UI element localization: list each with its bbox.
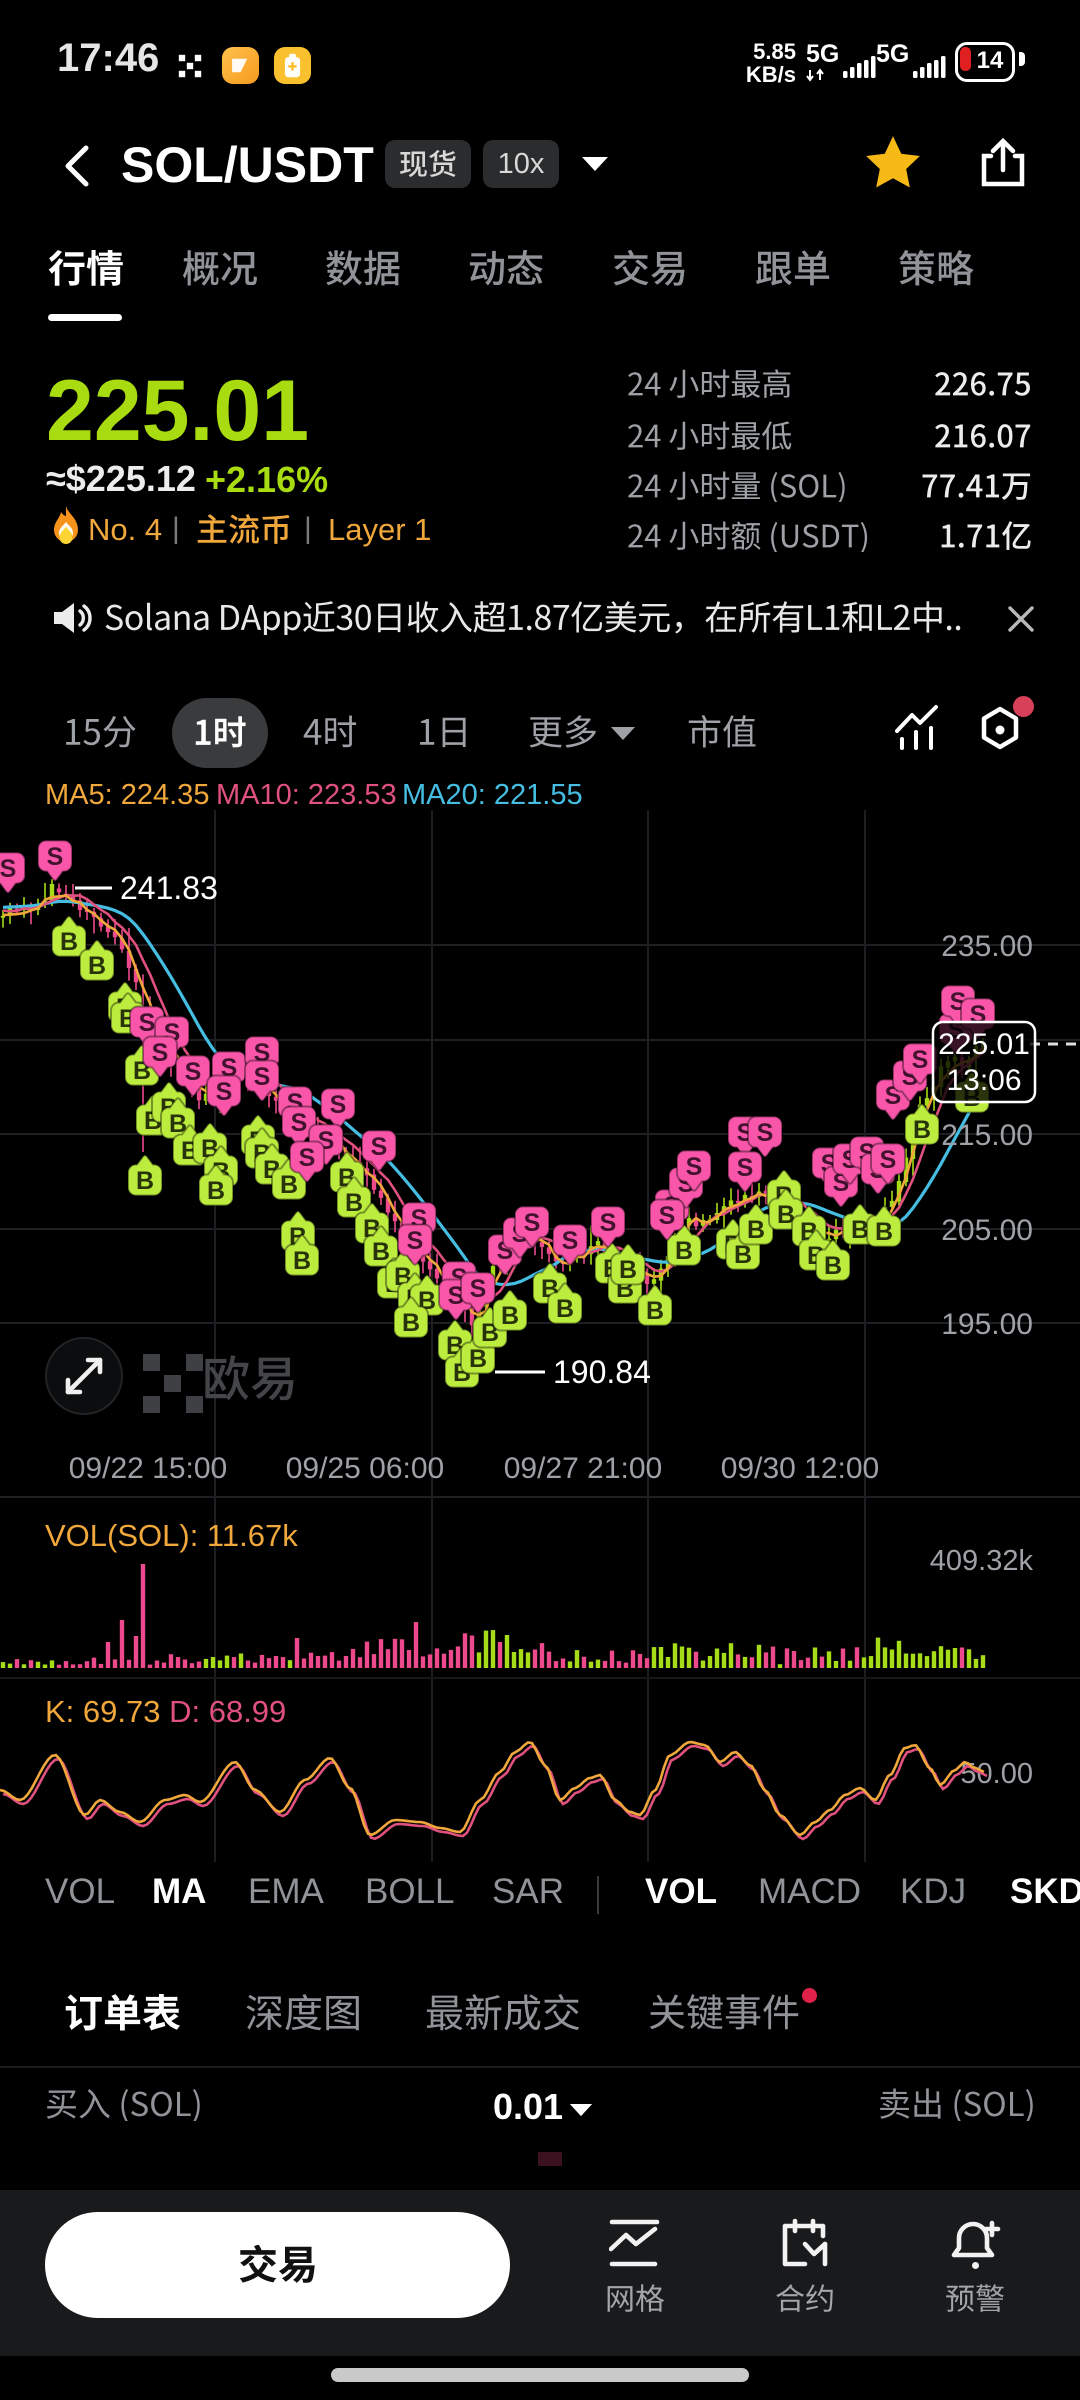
- svg-text:S: S: [152, 1039, 169, 1067]
- svg-text:B: B: [556, 1295, 574, 1323]
- svg-text:S: S: [216, 1078, 233, 1106]
- svg-text:09/30 12:00: 09/30 12:00: [721, 1452, 879, 1485]
- svg-text:235.00: 235.00: [941, 930, 1033, 963]
- svg-text:S: S: [47, 843, 64, 871]
- svg-text:S: S: [330, 1091, 347, 1119]
- svg-text:B: B: [747, 1216, 765, 1244]
- svg-text:S: S: [659, 1202, 676, 1230]
- svg-text:09/25 06:00: 09/25 06:00: [286, 1452, 444, 1485]
- svg-text:B: B: [734, 1241, 752, 1269]
- svg-text:S: S: [139, 1009, 156, 1037]
- svg-text:S: S: [757, 1119, 774, 1147]
- svg-text:B: B: [60, 928, 78, 956]
- svg-text:B: B: [913, 1116, 931, 1144]
- svg-text:S: S: [221, 1054, 238, 1082]
- svg-text:S: S: [448, 1282, 465, 1310]
- svg-text:B: B: [646, 1297, 664, 1325]
- svg-text:B: B: [501, 1302, 519, 1330]
- svg-text:S: S: [600, 1209, 617, 1237]
- svg-text:S: S: [737, 1154, 754, 1182]
- svg-text:S: S: [254, 1063, 271, 1091]
- svg-text:S: S: [407, 1227, 424, 1255]
- svg-text:S: S: [371, 1133, 388, 1161]
- svg-text:B: B: [372, 1238, 390, 1266]
- svg-text:215.00: 215.00: [941, 1119, 1033, 1152]
- svg-text:B: B: [824, 1252, 842, 1280]
- svg-text:B: B: [402, 1309, 420, 1337]
- svg-text:S: S: [185, 1058, 202, 1086]
- svg-text:190.84: 190.84: [553, 1354, 651, 1390]
- svg-text:09/27 21:00: 09/27 21:00: [504, 1452, 662, 1485]
- svg-text:S: S: [880, 1146, 897, 1174]
- svg-text:B: B: [280, 1171, 298, 1199]
- svg-text:B: B: [469, 1345, 487, 1373]
- svg-text:B: B: [851, 1216, 869, 1244]
- svg-text:B: B: [875, 1218, 893, 1246]
- svg-text:S: S: [912, 1046, 929, 1074]
- svg-text:13:06: 13:06: [946, 1064, 1021, 1097]
- svg-text:409.32k: 409.32k: [930, 1545, 1034, 1577]
- svg-text:S: S: [299, 1144, 316, 1172]
- svg-text:195.00: 195.00: [941, 1308, 1033, 1341]
- svg-text:S: S: [0, 855, 16, 883]
- svg-text:B: B: [777, 1201, 795, 1229]
- svg-text:S: S: [524, 1209, 541, 1237]
- svg-text:225.01: 225.01: [938, 1028, 1030, 1061]
- svg-text:B: B: [207, 1177, 225, 1205]
- svg-text:B: B: [136, 1167, 154, 1195]
- svg-text:S: S: [562, 1227, 579, 1255]
- svg-text:205.00: 205.00: [941, 1214, 1033, 1247]
- svg-text:S: S: [470, 1275, 487, 1303]
- svg-text:B: B: [345, 1189, 363, 1217]
- svg-text:S: S: [686, 1153, 703, 1181]
- svg-text:S: S: [254, 1039, 271, 1067]
- svg-text:B: B: [293, 1247, 311, 1275]
- svg-text:B: B: [675, 1237, 693, 1265]
- svg-text:09/22 15:00: 09/22 15:00: [69, 1452, 227, 1485]
- svg-text:B: B: [88, 952, 106, 980]
- svg-text:50.00: 50.00: [960, 1758, 1033, 1790]
- svg-text:S: S: [291, 1109, 308, 1137]
- svg-text:B: B: [169, 1110, 187, 1138]
- svg-text:B: B: [619, 1256, 637, 1284]
- svg-text:241.83: 241.83: [120, 870, 218, 906]
